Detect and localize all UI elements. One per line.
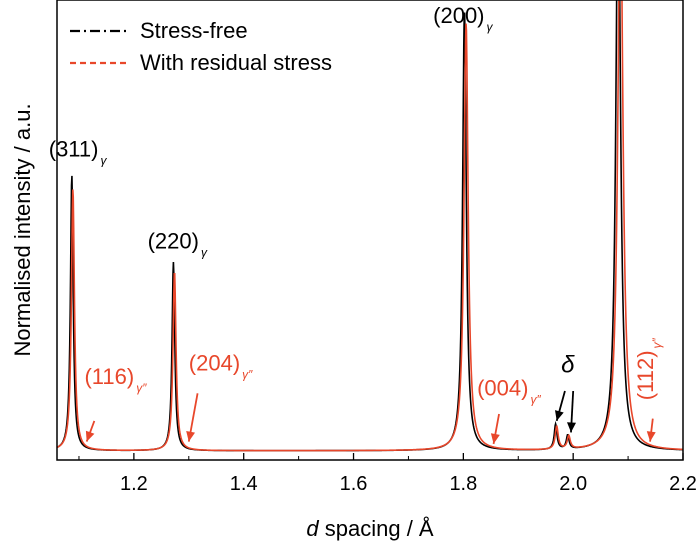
arrow-head-5 [567,422,576,433]
arrow-head-3 [646,431,656,442]
peak-label-116: (116) γ″ [84,364,147,395]
x-axis-label-rest: spacing / Å [319,516,434,541]
delta-label: δ [561,352,575,379]
x-tick-label-0: 1.2 [120,473,148,495]
series-line-2 [57,0,683,452]
legend: Stress-free With residual stress [70,18,332,75]
x-axis-label: d spacing / Å [306,516,434,541]
x-tick-label-2: 1.6 [340,473,368,495]
legend-label-2: With residual stress [140,50,332,75]
arrow-head-4 [555,410,564,421]
peak-label-200: (200) γ [433,3,493,34]
peak-label-004: (004) γ″ [477,376,541,407]
x-tick-label-3: 1.8 [449,473,477,495]
arrow-head-1 [186,431,195,442]
peak-label-220: (220) γ [148,228,208,259]
x-axis-label-italic: d [306,516,319,541]
legend-label-1: Stress-free [140,18,248,43]
arrow-head-0 [85,430,95,442]
tick-layer: 1.2 1.4 1.6 1.8 2.0 2.2 [78,453,697,495]
plot-frame [56,0,684,461]
x-tick-label-5: 2.2 [669,473,697,495]
arrow-head-2 [490,433,500,444]
x-tick-label-1: 1.4 [230,473,258,495]
annotation-layer: (311)γ(220)γ(200)γ(111)γ(116)γ″(204)γ″(0… [49,3,664,445]
peak-label-112: (112)γ″ [633,337,664,400]
peak-label-204: (204) γ″ [189,350,253,381]
x-tick-label-4: 2.0 [559,473,587,495]
series-layer [57,0,683,452]
y-axis-label: Normalised intensity / a.u. [10,103,35,356]
